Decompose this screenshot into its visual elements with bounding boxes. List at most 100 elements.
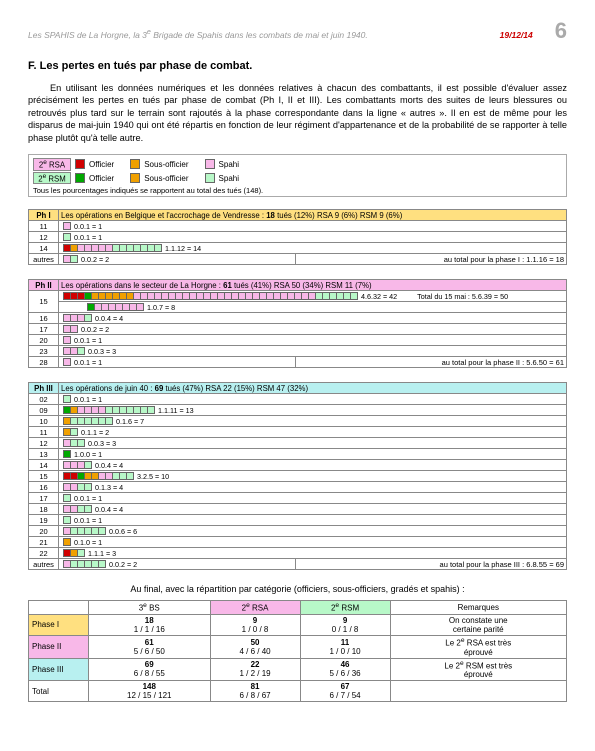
final-col: 2e RSA bbox=[210, 601, 300, 615]
final-title: Au final, avec la répartition par catégo… bbox=[28, 584, 567, 594]
day-cell: 19 bbox=[29, 515, 59, 526]
final-row-label: Total bbox=[29, 681, 89, 702]
casualty-box bbox=[63, 516, 71, 524]
row-total: 0.0.1 = 1 bbox=[74, 395, 102, 404]
header-date: 19/12/14 bbox=[500, 30, 533, 40]
final-cell: On constate unecertaine parité bbox=[390, 614, 566, 635]
final-cell bbox=[390, 681, 566, 702]
casualty-row: 0.0.1 = 1 bbox=[59, 357, 296, 368]
section-title: F. Les pertes en tués par phase de comba… bbox=[28, 60, 567, 72]
row-total: 1.1.11 = 13 bbox=[158, 406, 194, 415]
legend-swatch bbox=[130, 173, 140, 183]
legend-note: Tous les pourcentages indiqués se rappor… bbox=[33, 186, 562, 195]
casualty-box bbox=[126, 472, 134, 480]
phase-header: Les opérations de juin 40 : 69 tués (47%… bbox=[59, 383, 567, 394]
casualty-row: 1.0.7 = 8 bbox=[59, 302, 567, 313]
final-cell: 504 / 6 / 40 bbox=[210, 635, 300, 658]
row-total: 1.1.1 = 3 bbox=[88, 549, 116, 558]
row-total: 1.1.12 = 14 bbox=[165, 244, 201, 253]
phase-header: Les opérations dans le secteur de La Hor… bbox=[59, 280, 567, 291]
row-total: 0.0.4 = 4 bbox=[95, 505, 123, 514]
legend-label: Sous-officier bbox=[144, 160, 188, 169]
casualty-row: 1.1.1 = 3 bbox=[59, 548, 567, 559]
final-cell: 14812 / 15 / 121 bbox=[89, 681, 211, 702]
casualty-row: 1.0.0 = 1 bbox=[59, 449, 567, 460]
day-cell: 15 bbox=[29, 471, 59, 482]
casualty-row: 0.0.2 = 2 bbox=[59, 254, 296, 265]
legend-swatch bbox=[75, 173, 85, 183]
row-total: 0.1.3 = 4 bbox=[95, 483, 123, 492]
casualty-box bbox=[70, 255, 78, 263]
legend-label: Sous-officier bbox=[144, 174, 188, 183]
casualty-box bbox=[63, 222, 71, 230]
casualty-row: 0.0.6 = 6 bbox=[59, 526, 567, 537]
phase-id: Ph II bbox=[29, 280, 59, 291]
final-cell: 676 / 7 / 54 bbox=[300, 681, 390, 702]
casualty-box bbox=[63, 336, 71, 344]
casualty-row: 0.0.1 = 1 bbox=[59, 221, 567, 232]
casualty-row: 0.0.4 = 4 bbox=[59, 504, 567, 515]
row-total: 0.0.2 = 2 bbox=[81, 255, 109, 264]
row-total: 0.0.1 = 1 bbox=[74, 358, 102, 367]
casualty-row: 1.1.11 = 13 bbox=[59, 405, 567, 416]
legend-box: 2e RSAOfficierSous-officierSpahi2e RSMOf… bbox=[28, 154, 567, 197]
casualty-row: 0.0.1 = 1 bbox=[59, 335, 567, 346]
casualty-row: 0.0.2 = 2 bbox=[59, 324, 567, 335]
day-cell: 28 bbox=[29, 357, 59, 368]
casualty-box bbox=[98, 560, 106, 568]
row-total: 0.1.0 = 1 bbox=[74, 538, 102, 547]
casualty-row: 4.6.32 = 42Total du 15 mai : 5.6.39 = 50 bbox=[59, 291, 567, 302]
casualty-box bbox=[77, 439, 85, 447]
phase-header: Les opérations en Belgique et l'accrocha… bbox=[59, 210, 567, 221]
final-cell: Le 2e RSA est trèséprouvé bbox=[390, 635, 566, 658]
day-cell: 11 bbox=[29, 427, 59, 438]
phase-table: Ph IILes opérations dans le secteur de L… bbox=[28, 279, 567, 368]
casualty-box bbox=[63, 358, 71, 366]
casualty-box bbox=[84, 461, 92, 469]
casualty-row: 0.1.0 = 1 bbox=[59, 537, 567, 548]
casualty-box bbox=[84, 483, 92, 491]
day-cell: 12 bbox=[29, 232, 59, 243]
row-total: 0.0.1 = 1 bbox=[74, 233, 102, 242]
casualty-box bbox=[154, 244, 162, 252]
casualty-box bbox=[63, 395, 71, 403]
legend-swatch bbox=[205, 173, 215, 183]
row-total: 0.0.4 = 4 bbox=[95, 461, 123, 470]
final-table: 3e BS2e RSA2e RSMRemarquesPhase I181 / 1… bbox=[28, 600, 567, 702]
casualty-box bbox=[136, 303, 144, 311]
casualty-box bbox=[63, 450, 71, 458]
legend-swatch bbox=[130, 159, 140, 169]
final-cell: 696 / 8 / 55 bbox=[89, 658, 211, 681]
phase-table: Ph ILes opérations en Belgique et l'accr… bbox=[28, 209, 567, 265]
casualty-row: 0.0.1 = 1 bbox=[59, 394, 567, 405]
row-extra: Total du 15 mai : 5.6.39 = 50 bbox=[417, 292, 508, 301]
casualty-row: 0.1.6 = 7 bbox=[59, 416, 567, 427]
row-total: 0.0.4 = 4 bbox=[95, 314, 123, 323]
final-cell: 615 / 6 / 50 bbox=[89, 635, 211, 658]
row-total: 3.2.5 = 10 bbox=[137, 472, 169, 481]
casualty-row: 0.1.3 = 4 bbox=[59, 482, 567, 493]
day-cell: 17 bbox=[29, 324, 59, 335]
phase-total: au total pour la phase III : 6.8.55 = 69 bbox=[295, 559, 566, 570]
header-title: Les SPAHIS de La Horgne, la 3e Brigade d… bbox=[28, 28, 492, 40]
phase-table: Ph IIILes opérations de juin 40 : 69 tué… bbox=[28, 382, 567, 570]
day-cell: 14 bbox=[29, 243, 59, 254]
day-cell: 15 bbox=[29, 291, 59, 313]
row-total: 0.0.3 = 3 bbox=[88, 347, 116, 356]
casualty-box bbox=[63, 233, 71, 241]
row-total: 0.1.1 = 2 bbox=[81, 428, 109, 437]
casualty-box bbox=[350, 292, 358, 300]
casualty-box bbox=[70, 325, 78, 333]
final-col: 2e RSM bbox=[300, 601, 390, 615]
final-row-label: Phase II bbox=[29, 635, 89, 658]
phase-id: Ph III bbox=[29, 383, 59, 394]
day-cell: 09 bbox=[29, 405, 59, 416]
legend-unit: 2e RSA bbox=[33, 158, 71, 171]
final-cell: 90 / 1 / 8 bbox=[300, 614, 390, 635]
day-cell: 17 bbox=[29, 493, 59, 504]
legend-label: Spahi bbox=[219, 174, 239, 183]
final-cell: 181 / 1 / 16 bbox=[89, 614, 211, 635]
day-cell: 23 bbox=[29, 346, 59, 357]
day-cell: 10 bbox=[29, 416, 59, 427]
casualty-row: 0.0.3 = 3 bbox=[59, 438, 567, 449]
